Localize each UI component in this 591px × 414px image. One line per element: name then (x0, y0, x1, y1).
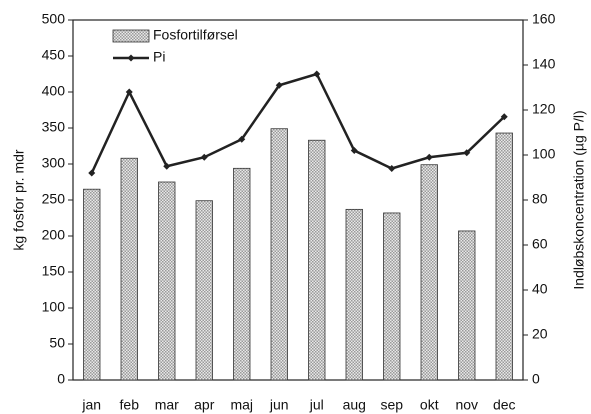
x-tick-label: mar (155, 397, 179, 413)
point (500, 113, 508, 121)
y2-tick-label: 120 (532, 101, 556, 117)
y-tick-label: 350 (42, 119, 66, 135)
point (200, 153, 208, 161)
legend-label: Pi (153, 49, 165, 65)
line (90, 72, 506, 174)
legend-swatch (127, 54, 135, 62)
legend-swatch (112, 29, 150, 43)
point (463, 149, 471, 157)
bar (158, 181, 176, 381)
y2-axis-label: Indløbskoncentration (µg P/l) (571, 110, 587, 289)
y2-tick-label: 40 (532, 281, 548, 297)
bar (195, 200, 213, 381)
point (388, 165, 396, 172)
y2-tick-label: 20 (532, 326, 548, 342)
point (163, 162, 171, 170)
y-tick-label: 200 (42, 227, 66, 243)
bar (420, 164, 438, 381)
y-axis-label: kg fosfor pr. mdr (11, 149, 27, 250)
point (313, 70, 321, 78)
bar (383, 212, 401, 381)
x-tick-label: sep (380, 397, 403, 413)
y2-tick-label: 160 (532, 11, 556, 27)
x-tick-label: aug (343, 397, 366, 413)
point (350, 147, 358, 154)
x-tick-label: feb (120, 397, 140, 413)
y2-tick-label: 100 (532, 146, 556, 162)
y-tick-label: 150 (42, 263, 66, 279)
bar (345, 208, 363, 381)
legend-label: Fosfortilførsel (153, 27, 238, 43)
point (275, 81, 283, 89)
bar (83, 188, 101, 381)
point (425, 153, 433, 161)
x-tick-label: dec (493, 397, 516, 413)
plot-frame (72, 19, 524, 381)
y-tick-label: 250 (42, 191, 66, 207)
x-tick-label: nov (455, 397, 478, 413)
y2-tick-label: 0 (532, 371, 540, 387)
x-tick-label: apr (194, 397, 215, 413)
point (238, 135, 246, 143)
bar (120, 157, 138, 381)
y-tick-label: 300 (42, 155, 66, 171)
y2-tick-label: 80 (532, 191, 548, 207)
point (88, 169, 96, 177)
x-tick-label: jan (81, 397, 101, 413)
x-tick-label: okt (420, 397, 439, 413)
point (125, 88, 133, 96)
bar (270, 128, 288, 381)
bar (308, 139, 326, 381)
bar (233, 167, 251, 381)
y2-tick-label: 140 (532, 56, 556, 72)
y-tick-label: 400 (42, 83, 66, 99)
bar (495, 132, 513, 381)
bar (458, 230, 476, 381)
x-tick-label: maj (230, 397, 253, 413)
x-tick-label: jul (309, 397, 324, 413)
x-tick-label: jun (269, 397, 289, 413)
y2-tick-label: 60 (532, 236, 548, 252)
y-tick-label: 500 (42, 11, 66, 27)
y-tick-label: 450 (42, 47, 66, 63)
y-tick-label: 100 (42, 299, 66, 315)
y-tick-label: 50 (49, 335, 65, 351)
y-tick-label: 0 (57, 371, 65, 387)
